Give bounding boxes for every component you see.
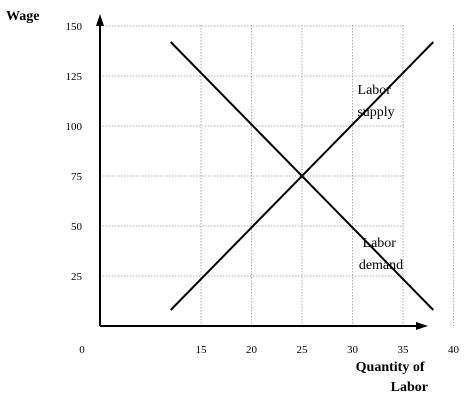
x-axis-label-line-2: Labor — [391, 380, 428, 395]
y-tick-label-50: 50 — [71, 221, 83, 233]
x-axis-label: Quantity of Labor — [356, 360, 428, 395]
series-label-labor-demand: Labor demand — [359, 236, 403, 273]
y-tick-label-75: 75 — [71, 171, 83, 183]
grid — [100, 25, 454, 326]
x-tick-label-15: 15 — [196, 344, 208, 356]
x-tick-label-40: 40 — [448, 344, 460, 356]
series-label-labor-demand-line-2: demand — [359, 258, 403, 273]
series-label-labor-supply-line-2: supply — [357, 105, 394, 120]
origin-label: 0 — [79, 344, 85, 356]
series-label-labor-supply-line-1: Labor — [358, 83, 392, 98]
x-tick-label-35: 35 — [398, 344, 410, 356]
axes — [96, 14, 428, 330]
y-axis-label: Wage — [6, 9, 39, 24]
x-tick-label-30: 30 — [347, 344, 359, 356]
y-axis-arrowhead — [96, 14, 104, 26]
x-axis-arrowhead — [416, 322, 428, 330]
series-label-labor-supply: Labor supply — [357, 83, 394, 120]
y-tick-label-25: 25 — [71, 271, 83, 283]
y-tick-label-125: 125 — [66, 71, 83, 83]
tick-labels: 15 20 25 30 35 40 25 50 75 100 125 150 — [66, 21, 460, 356]
labor-demand-line — [169, 41, 435, 311]
series-label-labor-demand-line-1: Labor — [363, 236, 397, 251]
series-lines — [169, 41, 435, 311]
x-axis-label-line-1: Quantity of — [356, 360, 425, 375]
x-tick-label-25: 25 — [297, 344, 309, 356]
y-tick-label-100: 100 — [66, 121, 83, 133]
x-tick-label-20: 20 — [246, 344, 258, 356]
y-tick-label-150: 150 — [66, 21, 83, 33]
